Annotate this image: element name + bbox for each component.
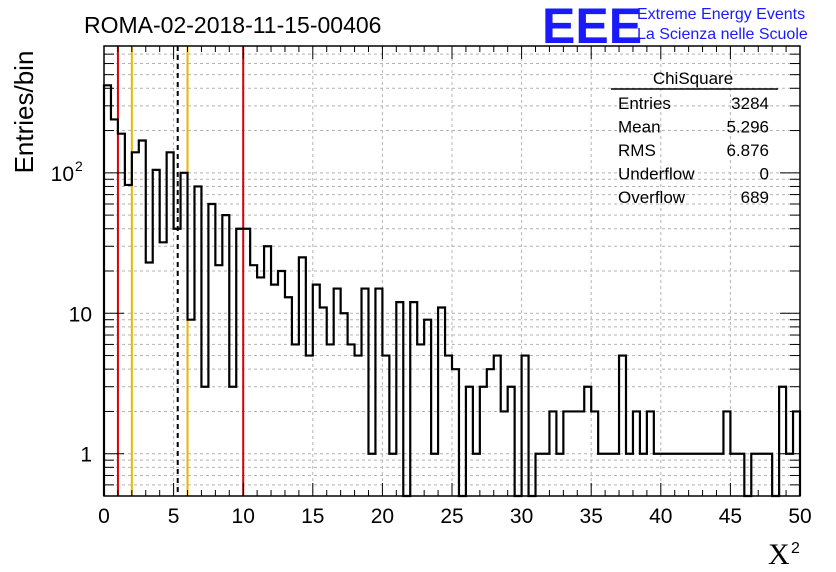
stats-row-value: 5.296 [726, 118, 769, 137]
y-tick-label: 1 [80, 444, 92, 467]
x-axis-label-group: X 2 [768, 538, 800, 571]
stats-row-value: 6.876 [726, 141, 769, 160]
x-tick-label: 0 [98, 505, 110, 528]
stats-row-value: 3284 [731, 94, 769, 113]
eee-logo: EEE Extreme Energy Events La Scienza nel… [542, 0, 808, 54]
x-tick-label: 5 [168, 505, 180, 528]
stats-row-label: Overflow [618, 188, 686, 207]
y-axis-label: Entries/bin [9, 51, 39, 174]
stats-row-label: Mean [618, 118, 661, 137]
x-axis-label: X [768, 538, 790, 571]
y-tick-label-exponent: 2 [75, 158, 83, 174]
y-tick-label: 10 [69, 303, 92, 326]
stats-row-label: Underflow [618, 165, 695, 184]
logo-line-2: La Scienza nelle Scuole [637, 26, 808, 43]
x-tick-label: 40 [649, 505, 672, 528]
x-axis-label-superscript: 2 [791, 540, 800, 557]
stats-row-value: 689 [741, 188, 769, 207]
stats-row-value: 0 [760, 165, 769, 184]
stats-row-label: RMS [618, 141, 656, 160]
x-tick-label: 50 [788, 505, 811, 528]
logo-mark: EEE [542, 0, 642, 54]
x-tick-label: 15 [301, 505, 324, 528]
x-tick-label: 25 [440, 505, 463, 528]
grid-lines [104, 46, 800, 496]
y-tick-label-group: 10 [69, 303, 92, 326]
x-tick-label: 30 [510, 505, 533, 528]
logo-line-1: Extreme Energy Events [637, 6, 805, 23]
x-tick-label: 10 [232, 505, 255, 528]
stats-box: ChiSquare Entries 3284 Mean 5.296 RMS 6.876 Un… [611, 69, 778, 207]
x-tick-label: 35 [580, 505, 603, 528]
histogram-series [102, 84, 802, 498]
stats-row-label: Entries [618, 94, 671, 113]
chart-title: ROMA-02-2018-11-15-00406 [84, 12, 381, 38]
stats-name: ChiSquare [653, 69, 733, 88]
y-tick-label-group: 10 2 [51, 158, 83, 186]
y-tick-label: 10 [51, 163, 74, 186]
y-tick-label-group: 1 [80, 444, 92, 467]
x-tick-label: 20 [371, 505, 394, 528]
x-tick-label: 45 [719, 505, 742, 528]
